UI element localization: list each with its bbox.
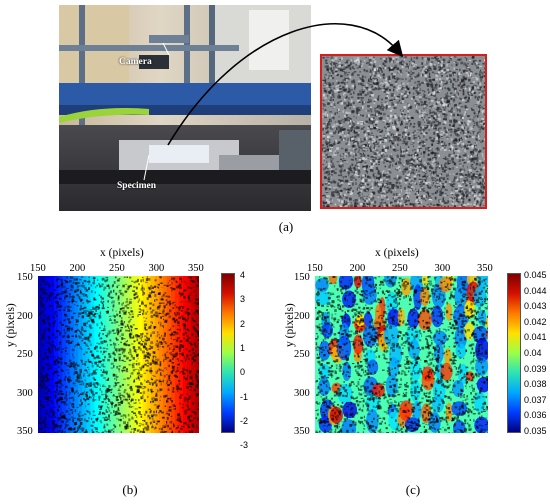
caption-b: (b) bbox=[122, 482, 138, 497]
colorbar-b bbox=[221, 273, 235, 433]
x-tick-label: 350 bbox=[188, 263, 204, 274]
x-tick-label: 350 bbox=[477, 263, 493, 274]
xlabel-b: x (pixels) bbox=[100, 247, 144, 259]
heatmap-b bbox=[38, 276, 199, 433]
colorbar-tick-label: 0.038 bbox=[524, 379, 547, 390]
x-tick-label: 300 bbox=[148, 263, 165, 274]
colorbar-tick-label: 0.043 bbox=[524, 301, 547, 312]
colorbar-tick-label: 0.042 bbox=[524, 316, 547, 327]
caption-a: (a) bbox=[278, 219, 294, 234]
colorbar-tick-label: 2 bbox=[240, 318, 246, 329]
colorbar-tick-label: 0.036 bbox=[524, 410, 547, 421]
specimen-label: Specimen bbox=[117, 181, 157, 191]
y-tick-label: 200 bbox=[294, 310, 310, 322]
colorbar-tick-label: 0.037 bbox=[524, 394, 547, 405]
x-tick-label: 300 bbox=[434, 263, 451, 274]
colorbar-tick-label: -1 bbox=[240, 391, 249, 402]
x-tick-label: 150 bbox=[30, 263, 46, 274]
colorbar-tick-label: 0.041 bbox=[524, 332, 547, 343]
colorbar-tick-label: 0.045 bbox=[524, 270, 547, 280]
heatmap-c bbox=[315, 276, 488, 433]
colorbar-tick-label: -3 bbox=[240, 440, 249, 451]
y-tick-label: 300 bbox=[17, 387, 33, 399]
x-tick-label: 250 bbox=[392, 263, 408, 274]
ylabel-b: y (pixels) bbox=[5, 303, 17, 347]
colorbar-tick-label: 1 bbox=[240, 342, 246, 353]
y-tick-label: 350 bbox=[294, 426, 310, 437]
colorbar-tick-label: 0.04 bbox=[524, 348, 542, 358]
colorbar-tick-label: 4 bbox=[240, 270, 246, 280]
y-tick-label: 250 bbox=[17, 349, 33, 360]
y-tick-label: 200 bbox=[17, 310, 33, 322]
y-tick-label: 250 bbox=[294, 349, 310, 360]
x-tick-label: 150 bbox=[307, 263, 323, 274]
colorbar-tick-label: 0.039 bbox=[524, 363, 547, 374]
y-tick-label: 150 bbox=[17, 272, 33, 283]
colorbar-tick-label: 0 bbox=[240, 367, 246, 378]
camera-label: Camera bbox=[119, 57, 152, 67]
x-tick-label: 250 bbox=[109, 263, 125, 274]
y-tick-label: 150 bbox=[294, 272, 310, 283]
y-tick-label: 350 bbox=[17, 426, 33, 437]
colorbar-tick-label: -2 bbox=[240, 415, 249, 426]
xlabel-c: x (pixels) bbox=[375, 247, 419, 259]
y-tick-label: 300 bbox=[294, 387, 310, 399]
colorbar-c bbox=[507, 273, 521, 433]
colorbar-tick-label: 3 bbox=[240, 294, 246, 305]
x-tick-label: 200 bbox=[69, 263, 86, 274]
pointer-arrow bbox=[167, 23, 404, 146]
colorbar-tick-label: 0.035 bbox=[524, 426, 547, 436]
x-tick-label: 200 bbox=[349, 263, 366, 274]
caption-c: (c) bbox=[405, 482, 421, 497]
speckle-pattern bbox=[322, 56, 485, 207]
speckle-inset bbox=[320, 54, 487, 209]
lab-photo bbox=[59, 5, 311, 211]
colorbar-tick-label: 0.044 bbox=[524, 285, 547, 296]
ylabel-c: y (pixels) bbox=[284, 303, 296, 347]
